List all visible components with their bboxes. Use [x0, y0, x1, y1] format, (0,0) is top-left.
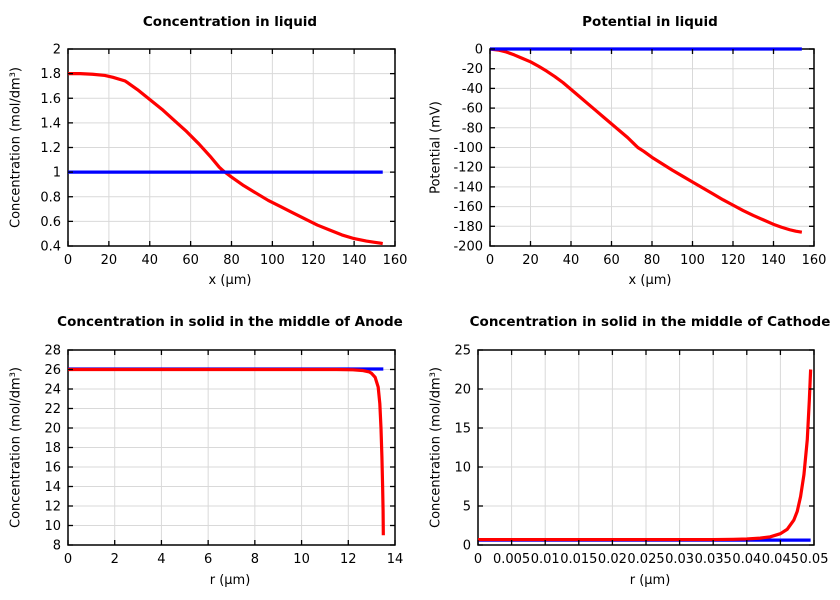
- x-tick-label: 0.035: [695, 552, 732, 567]
- plot-area: 0 20 40 60 80 100 120 140 160 2 1.8 1.6 1.4 1.2 1 0.8 0.…: [40, 43, 408, 269]
- y-tick-label: 28: [44, 344, 61, 359]
- x-tick-label: 40: [563, 253, 580, 268]
- y-tick-label: 10: [454, 461, 471, 476]
- x-tick-label: 20: [101, 253, 118, 268]
- y-tick-label: 8: [53, 539, 61, 554]
- x-tick-label: 140: [761, 253, 786, 268]
- x-tick-label: 10: [293, 552, 310, 567]
- red-series-line: [68, 72, 383, 246]
- y-tick-label: 25: [454, 344, 471, 359]
- y-tick-label: 5: [463, 500, 471, 515]
- x-tick-label: 0.01: [531, 552, 560, 567]
- y-tick-label: -40: [462, 82, 483, 97]
- x-tick-label: 0.05: [800, 552, 829, 567]
- x-tick-label: 8: [251, 552, 259, 567]
- red-series-line: [489, 47, 803, 234]
- x-axis-label: x (µm): [628, 273, 672, 288]
- x-tick-label: 12: [340, 552, 357, 567]
- y-tick-label: 0.8: [40, 190, 61, 205]
- x-tick-label: 60: [182, 253, 199, 268]
- chart-concentration-solid-cathode: 0 0.005 0.01 0.015 0.02 0.025 0.03 0.035 0.04 0.0…: [420, 300, 840, 600]
- y-tick-label: -120: [453, 161, 483, 176]
- x-tick-label: 0: [64, 253, 72, 268]
- y-tick-label: 1.6: [40, 92, 61, 107]
- x-tick-label: 0.03: [665, 552, 694, 567]
- y-tick-label: 16: [44, 461, 61, 476]
- y-tick-label: -20: [462, 62, 483, 77]
- x-tick-label: 40: [141, 253, 158, 268]
- x-tick-label: 100: [260, 253, 285, 268]
- y-tick-label: -200: [453, 240, 483, 255]
- x-tick-label: 0: [486, 253, 494, 268]
- x-tick-label: 0.045: [762, 552, 799, 567]
- chart-title: Concentration in solid in the middle of …: [469, 314, 831, 330]
- chart-title: Potential in liquid: [582, 14, 718, 30]
- y-tick-label: 10: [44, 519, 61, 534]
- x-tick-label: 0.04: [732, 552, 761, 567]
- plot-area: 0 0.005 0.01 0.015 0.02 0.025 0.03 0.035 0.04 0.0…: [454, 344, 829, 568]
- y-tick-label: 0: [463, 539, 471, 554]
- x-tick-label: 0.025: [627, 552, 664, 567]
- y-tick-label: -100: [453, 141, 483, 156]
- y-axis-label: Potential (mV): [428, 101, 444, 194]
- x-tick-label: 60: [603, 253, 620, 268]
- x-tick-label: 140: [342, 253, 367, 268]
- y-tick-label: 1: [53, 166, 61, 181]
- y-tick-label: 0: [475, 43, 483, 58]
- y-tick-label: -180: [453, 220, 483, 235]
- y-tick-label: 20: [454, 383, 471, 398]
- y-axis-label: Concentration (mol/dm³): [8, 67, 24, 228]
- chart-title: Concentration in liquid: [142, 14, 318, 30]
- chart-concentration-in-liquid: 0 20 40 60 80 100 120 140 160 2 1.8 1.6 1.4 1.2 1 0.8 0.…: [0, 0, 420, 300]
- y-tick-label: 22: [44, 402, 61, 417]
- y-tick-label: 0.4: [40, 240, 61, 255]
- y-tick-label: 15: [454, 422, 471, 437]
- y-tick-label: 2: [53, 43, 61, 58]
- x-tick-label: 120: [301, 253, 326, 268]
- y-tick-label: 12: [44, 500, 61, 515]
- x-axis-label: r (µm): [209, 573, 251, 588]
- x-axis-label: r (µm): [629, 573, 671, 588]
- plot-area: 0 20 40 60 80 100 120 140 160 0 -20 -40 -60 -80 -100 -1…: [453, 43, 827, 269]
- y-tick-label: -60: [462, 102, 483, 117]
- y-tick-label: 14: [44, 480, 61, 495]
- x-tick-label: 0: [474, 552, 482, 567]
- x-tick-label: 80: [644, 253, 661, 268]
- x-tick-label: 20: [522, 253, 539, 268]
- x-tick-label: 0.015: [560, 552, 597, 567]
- y-axis-label: Concentration (mol/dm³): [8, 367, 24, 528]
- y-tick-label: -140: [453, 180, 483, 195]
- x-tick-label: 2: [111, 552, 119, 567]
- y-tick-label: -160: [453, 200, 483, 215]
- x-tick-label: 4: [157, 552, 165, 567]
- y-axis-label: Concentration (mol/dm³): [428, 367, 444, 528]
- x-tick-label: 160: [802, 253, 827, 268]
- x-tick-label: 0.005: [493, 552, 530, 567]
- y-tick-label: 1.2: [40, 141, 61, 156]
- chart-potential-in-liquid: 0 20 40 60 80 100 120 140 160 0 -20 -40 -60 -80 -100 -1…: [420, 0, 840, 300]
- red-series-line: [478, 369, 813, 542]
- x-tick-label: 120: [721, 253, 746, 268]
- x-axis-label: x (µm): [208, 273, 252, 288]
- y-tick-label: 26: [44, 363, 61, 378]
- chart-title: Concentration in solid in the middle of …: [57, 314, 403, 330]
- x-tick-label: 6: [204, 552, 212, 567]
- y-tick-label: -80: [462, 121, 483, 136]
- y-tick-label: 18: [44, 441, 61, 456]
- x-tick-label: 0.02: [598, 552, 627, 567]
- y-tick-label: 0.6: [40, 215, 61, 230]
- x-tick-label: 0: [64, 552, 72, 567]
- x-tick-label: 14: [387, 552, 404, 567]
- x-tick-label: 160: [383, 253, 408, 268]
- y-tick-label: 1.4: [40, 116, 61, 131]
- y-tick-label: 1.8: [40, 67, 61, 82]
- x-tick-label: 100: [680, 253, 705, 268]
- y-tick-label: 20: [44, 422, 61, 437]
- x-tick-label: 80: [223, 253, 240, 268]
- y-tick-label: 24: [44, 383, 61, 398]
- red-series-line: [68, 367, 385, 536]
- chart-concentration-solid-anode: 0 2 4 6 8 10 12 14 28 26 24 22 20 18 16 14 12 10 8 Concent…: [0, 300, 420, 600]
